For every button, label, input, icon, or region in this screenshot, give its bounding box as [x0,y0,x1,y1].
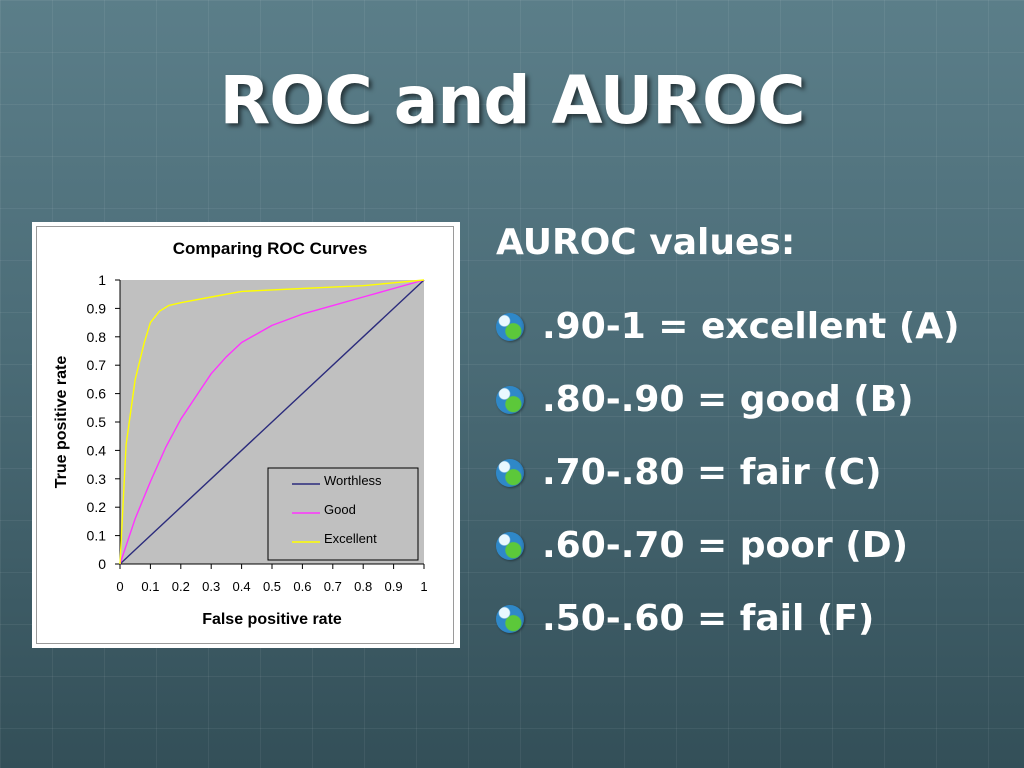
series-group [119,279,425,565]
x-tick-label: 0 [116,579,123,594]
bullets-heading: AUROC values: [496,222,796,263]
globe-bullet-icon [496,531,524,560]
y-tick-label: 0.7 [87,357,107,373]
series-line-worthless [119,279,425,565]
x-tick-label: 0.4 [233,579,251,594]
bullet-text: .60-.70 = poor (D) [542,525,909,566]
x-tick-label: 0.8 [354,579,372,594]
x-tick-label: 0.1 [141,579,159,594]
x-tick-label: 0.6 [293,579,311,594]
chart-title: Comparing ROC Curves [173,239,368,258]
bullet-item: .50-.60 = fail (F) [496,582,1006,655]
y-axis-label: True positive rate [53,356,70,489]
x-tick-label: 1 [420,579,427,594]
globe-bullet-icon [496,604,524,633]
y-tick-label: 0.6 [87,386,107,402]
series-line-good [119,279,425,565]
x-tick-label: 0.7 [324,579,342,594]
y-tick-label: 0.2 [87,499,107,515]
y-tick-label: 0.5 [87,414,107,430]
y-tick-label: 1 [98,272,106,288]
x-axis: 0 0.1 0.2 0.3 0.4 0.5 0.6 0.7 0.8 0.9 1 [116,563,428,594]
y-tick-label: 0.8 [87,329,107,345]
roc-chart-svg: Comparing ROC Curves 0 0.1 0.2 0.3 0.4 0.5 0.6… [53,239,428,628]
roc-chart: Comparing ROC Curves 0 0.1 0.2 0.3 0.4 0.5 0.6… [32,222,460,648]
bullet-item: .80-.90 = good (B) [496,363,1006,436]
y-tick-label: 0 [98,556,106,572]
bullet-item: .60-.70 = poor (D) [496,509,1006,582]
x-tick-label: 0.9 [385,579,403,594]
x-axis-label: False positive rate [202,611,342,628]
globe-bullet-icon [496,458,524,487]
legend-label: Worthless [324,473,382,488]
chart-legend: Worthless Good Excellent [267,467,419,561]
series-line-excellent [119,279,425,565]
x-tick-label: 0.3 [202,579,220,594]
y-tick-label: 0.4 [87,442,107,458]
legend-label: Good [324,502,356,517]
globe-bullet-icon [496,312,524,341]
bullet-text: .90-1 = excellent (A) [542,306,960,347]
bullet-item: .70-.80 = fair (C) [496,436,1006,509]
bullet-text: .80-.90 = good (B) [542,379,914,420]
x-tick-label: 0.2 [172,579,190,594]
y-tick-label: 0.9 [87,300,107,316]
globe-bullet-icon [496,385,524,414]
y-tick-label: 0.1 [87,528,107,544]
x-tick-label: 0.5 [263,579,281,594]
y-axis: 0 0.1 0.2 0.3 0.4 0.5 0.6 0.7 0.8 0.9 1 [87,272,121,572]
bullet-item: .90-1 = excellent (A) [496,290,1006,363]
y-tick-label: 0.3 [87,471,107,487]
slide-title: ROC and AUROC [219,62,805,139]
bullet-list: AUROC values: .90-1 = excellent (A) .80-… [496,218,1006,655]
legend-label: Excellent [324,531,377,546]
bullet-text: .50-.60 = fail (F) [542,598,875,639]
bullet-text: .70-.80 = fair (C) [542,452,882,493]
